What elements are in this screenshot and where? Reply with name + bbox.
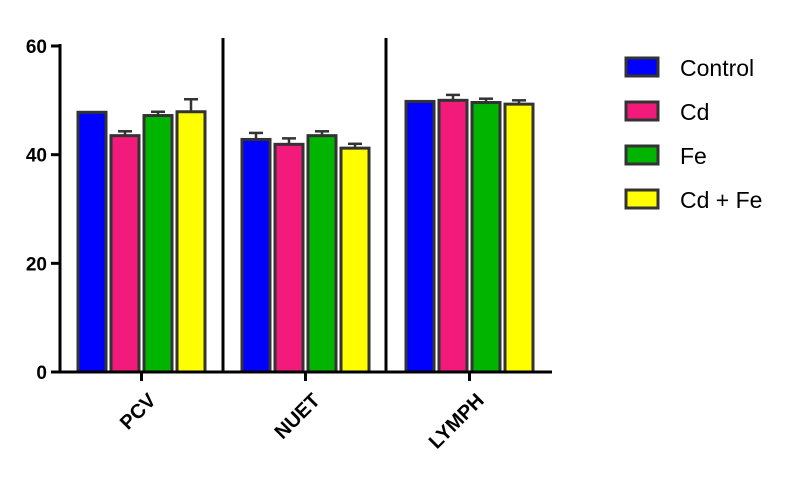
- legend-swatch-2: [624, 144, 660, 166]
- legend-swatch-3: [624, 188, 660, 210]
- bar-pcv-cd-fe: [175, 110, 207, 374]
- legend-label-0: Control: [680, 55, 754, 81]
- legend-swatch-1: [624, 100, 660, 122]
- legend: Control Cd Fe Cd + Fe: [624, 55, 762, 213]
- y-tick-label-40: 40: [26, 146, 47, 167]
- error-bars-group: [118, 93, 526, 149]
- y-tick-label-0: 0: [36, 363, 47, 384]
- bar-nuet-control: [240, 137, 272, 374]
- bar-nuet-fe: [306, 134, 338, 374]
- y-tick-label-60: 60: [26, 37, 47, 58]
- bar-lymph-fe: [470, 101, 502, 374]
- bar-nuet-cd-fe: [339, 146, 371, 374]
- y-ticks-group: 0 20 40 60: [26, 37, 60, 384]
- bar-pcv-cd: [109, 134, 141, 374]
- legend-label-3: Cd + Fe: [680, 187, 762, 213]
- bar-pcv-fe: [142, 114, 174, 374]
- bar-pcv-control: [76, 110, 108, 374]
- bar-lymph-cd-fe: [503, 102, 535, 374]
- legend-swatch-0: [624, 56, 660, 78]
- x-tick-label-nuet: NUET: [271, 390, 325, 444]
- legend-label-1: Cd: [680, 99, 709, 125]
- bar-lymph-cd: [437, 98, 469, 374]
- x-tick-label-lymph: LYMPH: [425, 390, 489, 454]
- x-ticks-group: PCV NUET LYMPH: [116, 372, 489, 453]
- bars-group: [76, 98, 535, 374]
- x-tick-label-pcv: PCV: [116, 389, 161, 434]
- legend-label-2: Fe: [680, 143, 707, 169]
- bar-nuet-cd: [273, 142, 305, 374]
- bar-lymph-control: [404, 99, 436, 374]
- y-tick-label-20: 20: [26, 254, 47, 275]
